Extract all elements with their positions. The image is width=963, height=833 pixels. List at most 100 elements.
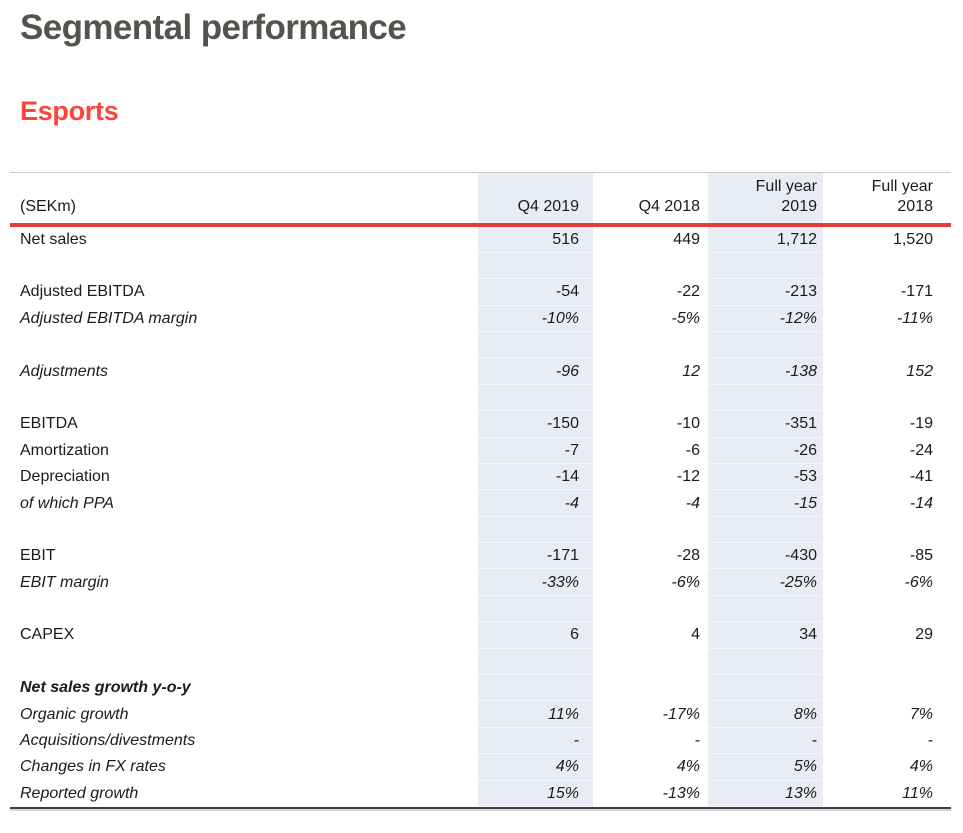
cell-q4-2019: 6 bbox=[478, 622, 593, 649]
cell-fy-2019: 1,712 bbox=[708, 224, 823, 253]
cell-fy-2018: -6% bbox=[904, 573, 933, 591]
cell-fy-2018: -14 bbox=[909, 494, 933, 512]
row-label: Adjusted EBITDA margin bbox=[20, 309, 198, 327]
cell-fy-2019: 5% bbox=[708, 754, 823, 781]
col-header-fy-2019: Full year 2019 bbox=[708, 172, 823, 225]
cell-q4-2018: 4 bbox=[691, 626, 700, 644]
cell-fy-2019 bbox=[708, 595, 823, 623]
cell-q4-2019: -171 bbox=[478, 543, 593, 570]
row-label: Changes in FX rates bbox=[20, 758, 166, 776]
row-label: Net sales growth y-o-y bbox=[20, 679, 191, 697]
header-row: (SEKm) Q4 2019 Q4 2018 Full year 2019 Fu… bbox=[10, 172, 951, 225]
page-title: Segmental performance bbox=[20, 8, 407, 47]
cell-q4-2019 bbox=[478, 648, 593, 676]
table-row: Reported growth 15% -13% 13% 11% bbox=[10, 780, 951, 808]
cell-q4-2018: - bbox=[694, 732, 700, 750]
cell-fy-2018 bbox=[823, 675, 951, 701]
cell-fy-2018 bbox=[823, 517, 951, 543]
cell-fy-2018: 11% bbox=[902, 784, 933, 802]
row-label: CAPEX bbox=[20, 626, 75, 644]
cell-fy-2019: -25% bbox=[708, 569, 823, 596]
cell-fy-2018: 152 bbox=[906, 362, 933, 380]
table-row: Adjusted EBITDA margin -10% -5% -12% -11% bbox=[10, 305, 951, 332]
cell-q4-2019: 11% bbox=[478, 701, 593, 728]
table-row: Adjusted EBITDA -54 -22 -213 -171 bbox=[10, 279, 951, 306]
spacer-row bbox=[10, 252, 951, 280]
table-row: Depreciation -14 -12 -53 -41 bbox=[10, 463, 951, 491]
cell-fy-2018: -85 bbox=[909, 547, 933, 565]
spacer-row bbox=[10, 595, 951, 623]
col-header-q4-2018: Q4 2018 bbox=[638, 197, 700, 215]
cell-q4-2019: 15% bbox=[478, 780, 593, 808]
row-label bbox=[10, 253, 478, 279]
cell-q4-2019 bbox=[478, 675, 593, 702]
row-label: Amortization bbox=[20, 441, 109, 459]
table-row: EBIT margin -33% -6% -25% -6% bbox=[10, 569, 951, 596]
cell-fy-2018 bbox=[823, 253, 951, 279]
table-row: of which PPA -4 -4 -15 -14 bbox=[10, 490, 951, 517]
table-row: Changes in FX rates 4% 4% 5% 4% bbox=[10, 754, 951, 781]
cell-q4-2019 bbox=[478, 516, 593, 544]
cell-fy-2018: -19 bbox=[909, 415, 933, 433]
cell-fy-2019 bbox=[708, 516, 823, 544]
cell-q4-2019: -33% bbox=[478, 569, 593, 596]
cell-fy-2018 bbox=[823, 385, 951, 411]
cell-fy-2019: -213 bbox=[708, 279, 823, 306]
cell-q4-2019: -96 bbox=[478, 358, 593, 385]
table-row: Amortization -7 -6 -26 -24 bbox=[10, 437, 951, 464]
cell-q4-2018 bbox=[593, 649, 708, 675]
table-row: Organic growth 11% -17% 8% 7% bbox=[10, 701, 951, 728]
cell-q4-2019 bbox=[478, 595, 593, 623]
cell-q4-2018: -12 bbox=[676, 468, 700, 486]
row-label: of which PPA bbox=[20, 494, 114, 512]
row-label: Net sales bbox=[20, 230, 87, 248]
cell-q4-2018 bbox=[593, 332, 708, 358]
page-subtitle: Esports bbox=[20, 96, 119, 127]
row-label: Adjusted EBITDA bbox=[20, 283, 145, 301]
cell-q4-2018: 449 bbox=[673, 230, 700, 248]
cell-q4-2018: -22 bbox=[676, 283, 700, 301]
cell-q4-2018: -6 bbox=[685, 441, 700, 459]
cell-fy-2019: -430 bbox=[708, 543, 823, 570]
row-label: Acquisitions/divestments bbox=[20, 732, 196, 750]
cell-q4-2018: 4% bbox=[676, 758, 700, 776]
cell-fy-2019: -138 bbox=[708, 358, 823, 385]
table-row: Acquisitions/divestments - - - - bbox=[10, 727, 951, 755]
cell-q4-2019: -150 bbox=[478, 411, 593, 438]
cell-fy-2018 bbox=[823, 332, 951, 358]
table-row: Adjustments -96 12 -138 152 bbox=[10, 358, 951, 385]
row-label bbox=[10, 649, 478, 675]
cell-fy-2019: 34 bbox=[708, 622, 823, 649]
cell-fy-2019: -26 bbox=[708, 437, 823, 464]
row-label: EBITDA bbox=[20, 415, 78, 433]
cell-q4-2018 bbox=[593, 385, 708, 411]
cell-fy-2019: -53 bbox=[708, 463, 823, 491]
cell-fy-2019: -351 bbox=[708, 411, 823, 438]
cell-fy-2019: -12% bbox=[708, 305, 823, 332]
cell-fy-2019: -15 bbox=[708, 490, 823, 517]
cell-q4-2018: 12 bbox=[682, 362, 700, 380]
col-header-q4-2019: Q4 2019 bbox=[478, 172, 593, 225]
cell-fy-2019 bbox=[708, 384, 823, 412]
spacer-row bbox=[10, 648, 951, 676]
row-label: EBIT margin bbox=[20, 573, 109, 591]
row-label bbox=[10, 596, 478, 622]
table-row: Net sales 516 449 1,712 1,520 bbox=[10, 224, 951, 253]
table-row: CAPEX 6 4 34 29 bbox=[10, 622, 951, 649]
row-label: Organic growth bbox=[20, 705, 129, 723]
cell-fy-2019: 8% bbox=[708, 701, 823, 728]
cell-q4-2019 bbox=[478, 331, 593, 359]
cell-q4-2018 bbox=[593, 596, 708, 622]
cell-fy-2019: 13% bbox=[708, 780, 823, 808]
cell-q4-2019: -7 bbox=[478, 437, 593, 464]
table-body: Net sales 516 449 1,712 1,520 Adjusted EBITDA… bbox=[10, 224, 951, 808]
cell-q4-2018 bbox=[593, 675, 708, 701]
cell-fy-2019 bbox=[708, 252, 823, 280]
cell-q4-2019 bbox=[478, 252, 593, 280]
cell-fy-2019: - bbox=[708, 727, 823, 755]
cell-q4-2019: -4 bbox=[478, 490, 593, 517]
segment-table-container: (SEKm) Q4 2019 Q4 2018 Full year 2019 Fu… bbox=[10, 172, 951, 811]
cell-fy-2018 bbox=[823, 596, 951, 622]
cell-fy-2018: - bbox=[927, 732, 933, 750]
cell-q4-2018: -28 bbox=[676, 547, 700, 565]
